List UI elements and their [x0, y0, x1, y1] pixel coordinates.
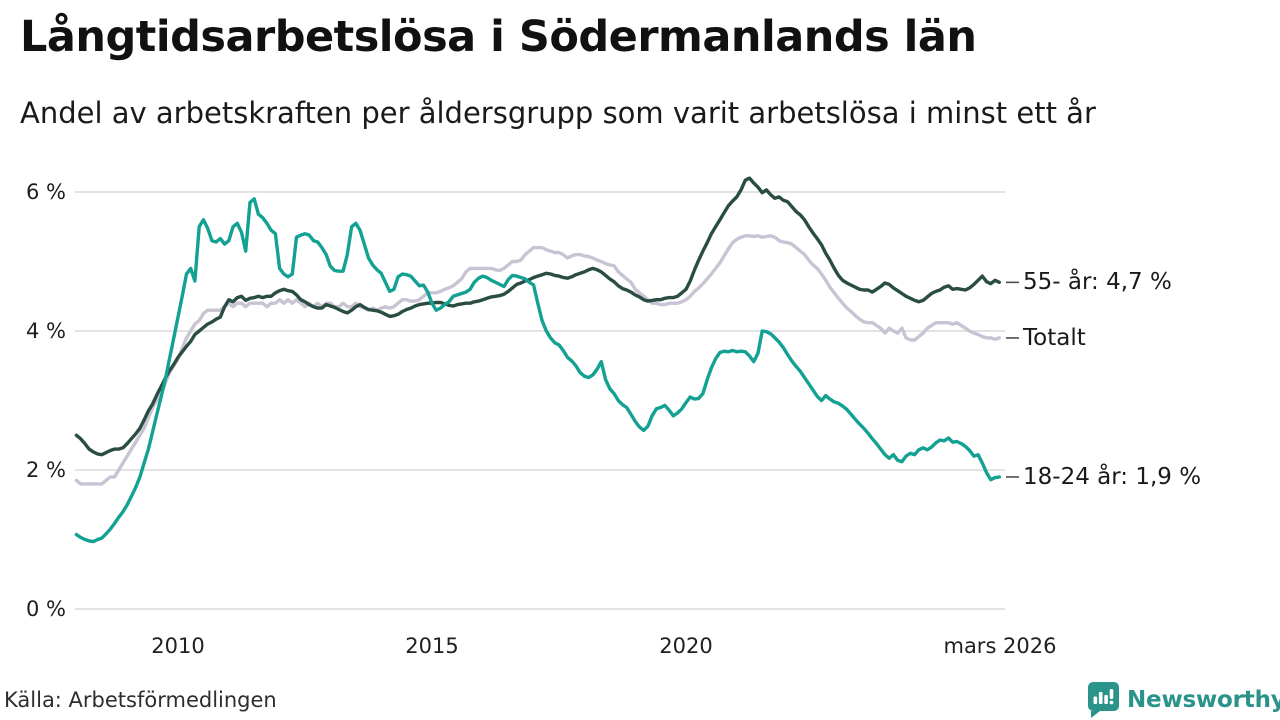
x-axis-tick-2010: 2010 [151, 634, 205, 658]
y-axis-tick-6: 6 % [26, 180, 66, 204]
series-label-totalt: Totalt [1023, 325, 1086, 351]
y-axis-tick-2: 2 % [26, 458, 66, 482]
newsworthy-icon [1088, 682, 1119, 718]
series-label-55-plus: 55- år: 4,7 % [1023, 269, 1172, 295]
series-line-age-18-24 [74, 197, 1001, 544]
y-axis-tick-4: 4 % [26, 319, 66, 343]
series-line-total [74, 234, 1001, 486]
page-title: Långtidsarbetslösa i Södermanlands län [20, 12, 977, 62]
x-axis-tick-2020: 2020 [659, 634, 713, 658]
brand-name: Newsworthy [1127, 687, 1280, 713]
x-axis-tick-2015: 2015 [405, 634, 459, 658]
page-subtitle: Andel av arbetskraften per åldersgrupp s… [20, 96, 1096, 130]
series-line-age-55-plus [74, 176, 1001, 457]
y-axis-tick-0: 0 % [26, 597, 66, 621]
x-axis-tick-mars-2026: mars 2026 [943, 634, 1057, 658]
brand-logo: Newsworthy [1086, 681, 1280, 719]
source-note: Källa: Arbetsförmedlingen [4, 688, 277, 712]
series-label-18-24: 18-24 år: 1,9 % [1023, 464, 1202, 490]
